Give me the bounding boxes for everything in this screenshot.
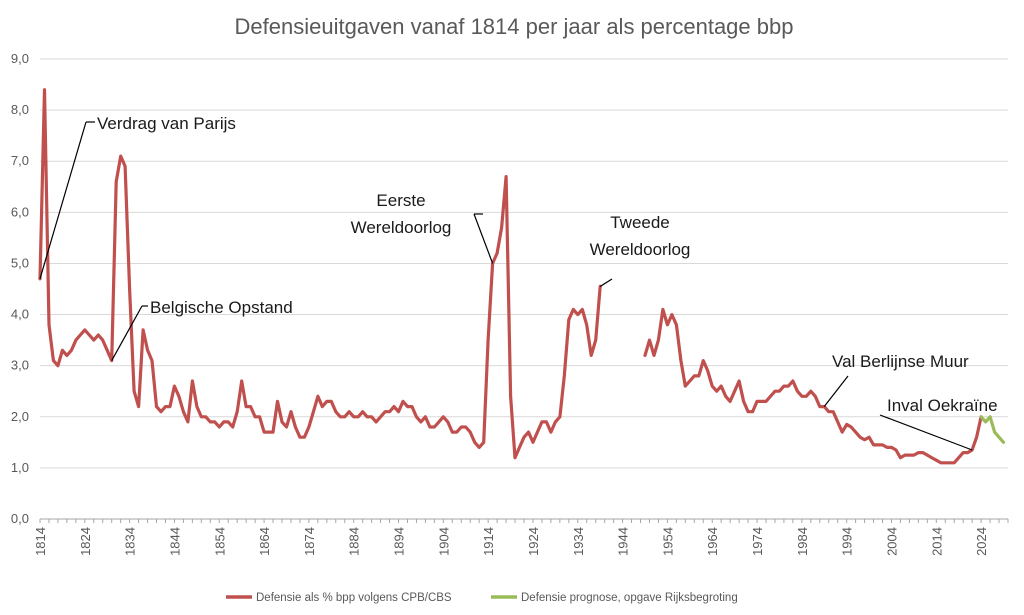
legend-label: Defensie als % bpp volgens CPB/CBS: [256, 592, 452, 604]
annotation-label: Tweede: [610, 213, 670, 232]
annotation-label: Val Berlijnse Muur: [832, 352, 969, 371]
x-tick-label: 1844: [167, 527, 182, 556]
annotation-label: Inval Oekraïne: [887, 396, 998, 415]
y-tick-label: 7,0: [11, 153, 29, 168]
annotations: Verdrag van Parijs Belgische Opstand Eerst…: [39, 114, 998, 451]
y-tick-label: 9,0: [11, 51, 29, 66]
y-axis-ticks: 0,0 1,0 2,0 3,0 4,0 5,0 6,0 7,0 8,0 9,0: [11, 51, 29, 526]
x-tick-label: 1894: [392, 527, 407, 556]
y-tick-label: 5,0: [11, 255, 29, 270]
y-tick-label: 8,0: [11, 102, 29, 117]
y-tick-label: 6,0: [11, 204, 29, 219]
series-line-historic: [643, 307, 983, 465]
series-line-forecast: [979, 415, 1006, 444]
x-tick-label: 1864: [257, 527, 272, 556]
x-tick-label: 1974: [750, 527, 765, 556]
annotation-leader: [879, 414, 973, 451]
annotation-label: Belgische Opstand: [150, 298, 293, 317]
legend: Defensie als % bpp volgens CPB/CBS Defens…: [226, 592, 738, 604]
x-tick-label: 1944: [616, 527, 631, 556]
annotation-label: Eerste: [376, 191, 425, 210]
annotation-leader: [599, 278, 613, 287]
x-tick-label: 1854: [212, 527, 227, 556]
annotation-leader: [39, 121, 87, 279]
x-tick-label: 1934: [571, 527, 586, 556]
x-tick-label: 1904: [436, 527, 451, 556]
x-tick-label: 1874: [302, 527, 317, 556]
series-line-historic: [38, 88, 602, 460]
x-tick-label: 1984: [795, 527, 810, 556]
annotation-leader: [823, 375, 849, 407]
chart-title: Defensieuitgaven vanaf 1814 per jaar als…: [235, 14, 794, 39]
annotation-leader: [473, 213, 494, 264]
y-tick-label: 1,0: [11, 460, 29, 475]
y-tick-label: 2,0: [11, 409, 29, 424]
annotation-leader: [111, 305, 143, 361]
y-tick-label: 3,0: [11, 358, 29, 373]
x-tick-label: 1824: [78, 527, 93, 556]
annotation-label: Verdrag van Parijs: [97, 114, 236, 133]
x-tick-label: 1814: [33, 527, 48, 556]
legend-label: Defensie prognose, opgave Rijksbegroting: [521, 592, 738, 604]
x-tick-label: 1994: [840, 527, 855, 556]
x-tick-label: 1954: [660, 527, 675, 556]
x-tick-label: 1964: [705, 527, 720, 556]
annotation-label: Wereldoorlog: [590, 240, 691, 259]
x-tick-label: 2024: [974, 527, 989, 556]
annotation-label: Wereldoorlog: [351, 218, 452, 237]
x-tick-label: 2014: [929, 527, 944, 556]
series-lines: [38, 88, 1006, 465]
y-tick-label: 4,0: [11, 307, 29, 322]
y-tick-label: 0,0: [11, 511, 29, 526]
x-tick-label: 2004: [884, 527, 899, 556]
x-tick-label: 1834: [123, 527, 138, 556]
x-tick-label: 1924: [526, 527, 541, 556]
x-tick-label: 1884: [347, 527, 362, 556]
x-tick-label: 1914: [481, 527, 496, 556]
x-axis-ticks: 1814 1824 1834 1844 1854 1864 1874 1884 1894 1904…: [33, 527, 989, 556]
